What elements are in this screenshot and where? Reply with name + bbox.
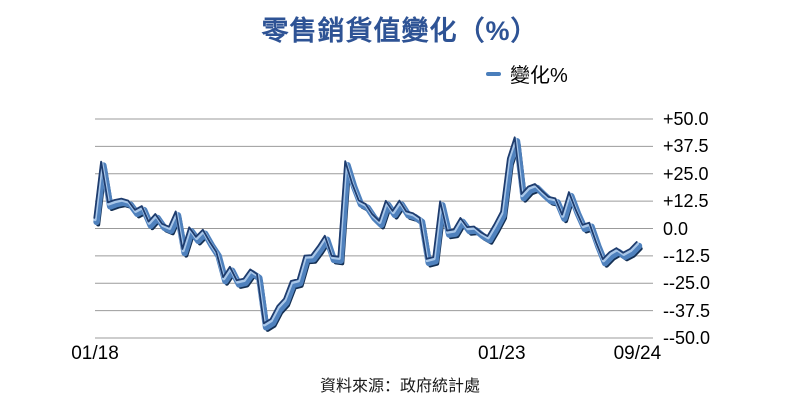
chart-title: 零售銷貨值變化（%） bbox=[261, 16, 539, 46]
y-axis-label: +50.0 bbox=[663, 109, 709, 129]
y-axis-label: +12.5 bbox=[663, 191, 709, 212]
series-line-layer bbox=[93, 136, 638, 325]
y-axis-label: --25.0 bbox=[663, 273, 711, 294]
x-axis-label: 01/18 bbox=[71, 343, 119, 364]
x-axis-label: 09/24 bbox=[613, 343, 662, 364]
y-axis-label: 0.0 bbox=[663, 218, 689, 239]
x-axis-label: 01/23 bbox=[478, 343, 526, 364]
y-axis-label: --37.5 bbox=[663, 300, 711, 321]
legend-label: 變化% bbox=[510, 65, 568, 87]
y-axis-label: +37.5 bbox=[663, 136, 709, 157]
series-line-layer bbox=[93, 138, 643, 331]
series-line-layer bbox=[93, 137, 640, 327]
y-axis-label: --50.0 bbox=[663, 328, 711, 348]
legend: 變化% bbox=[486, 59, 568, 88]
legend-line-marker-icon bbox=[486, 71, 501, 76]
y-axis-label: +25.0 bbox=[663, 163, 709, 184]
data-source-note: 資料來源：政府統計處 bbox=[319, 378, 480, 395]
y-axis-label: --12.5 bbox=[663, 245, 711, 266]
